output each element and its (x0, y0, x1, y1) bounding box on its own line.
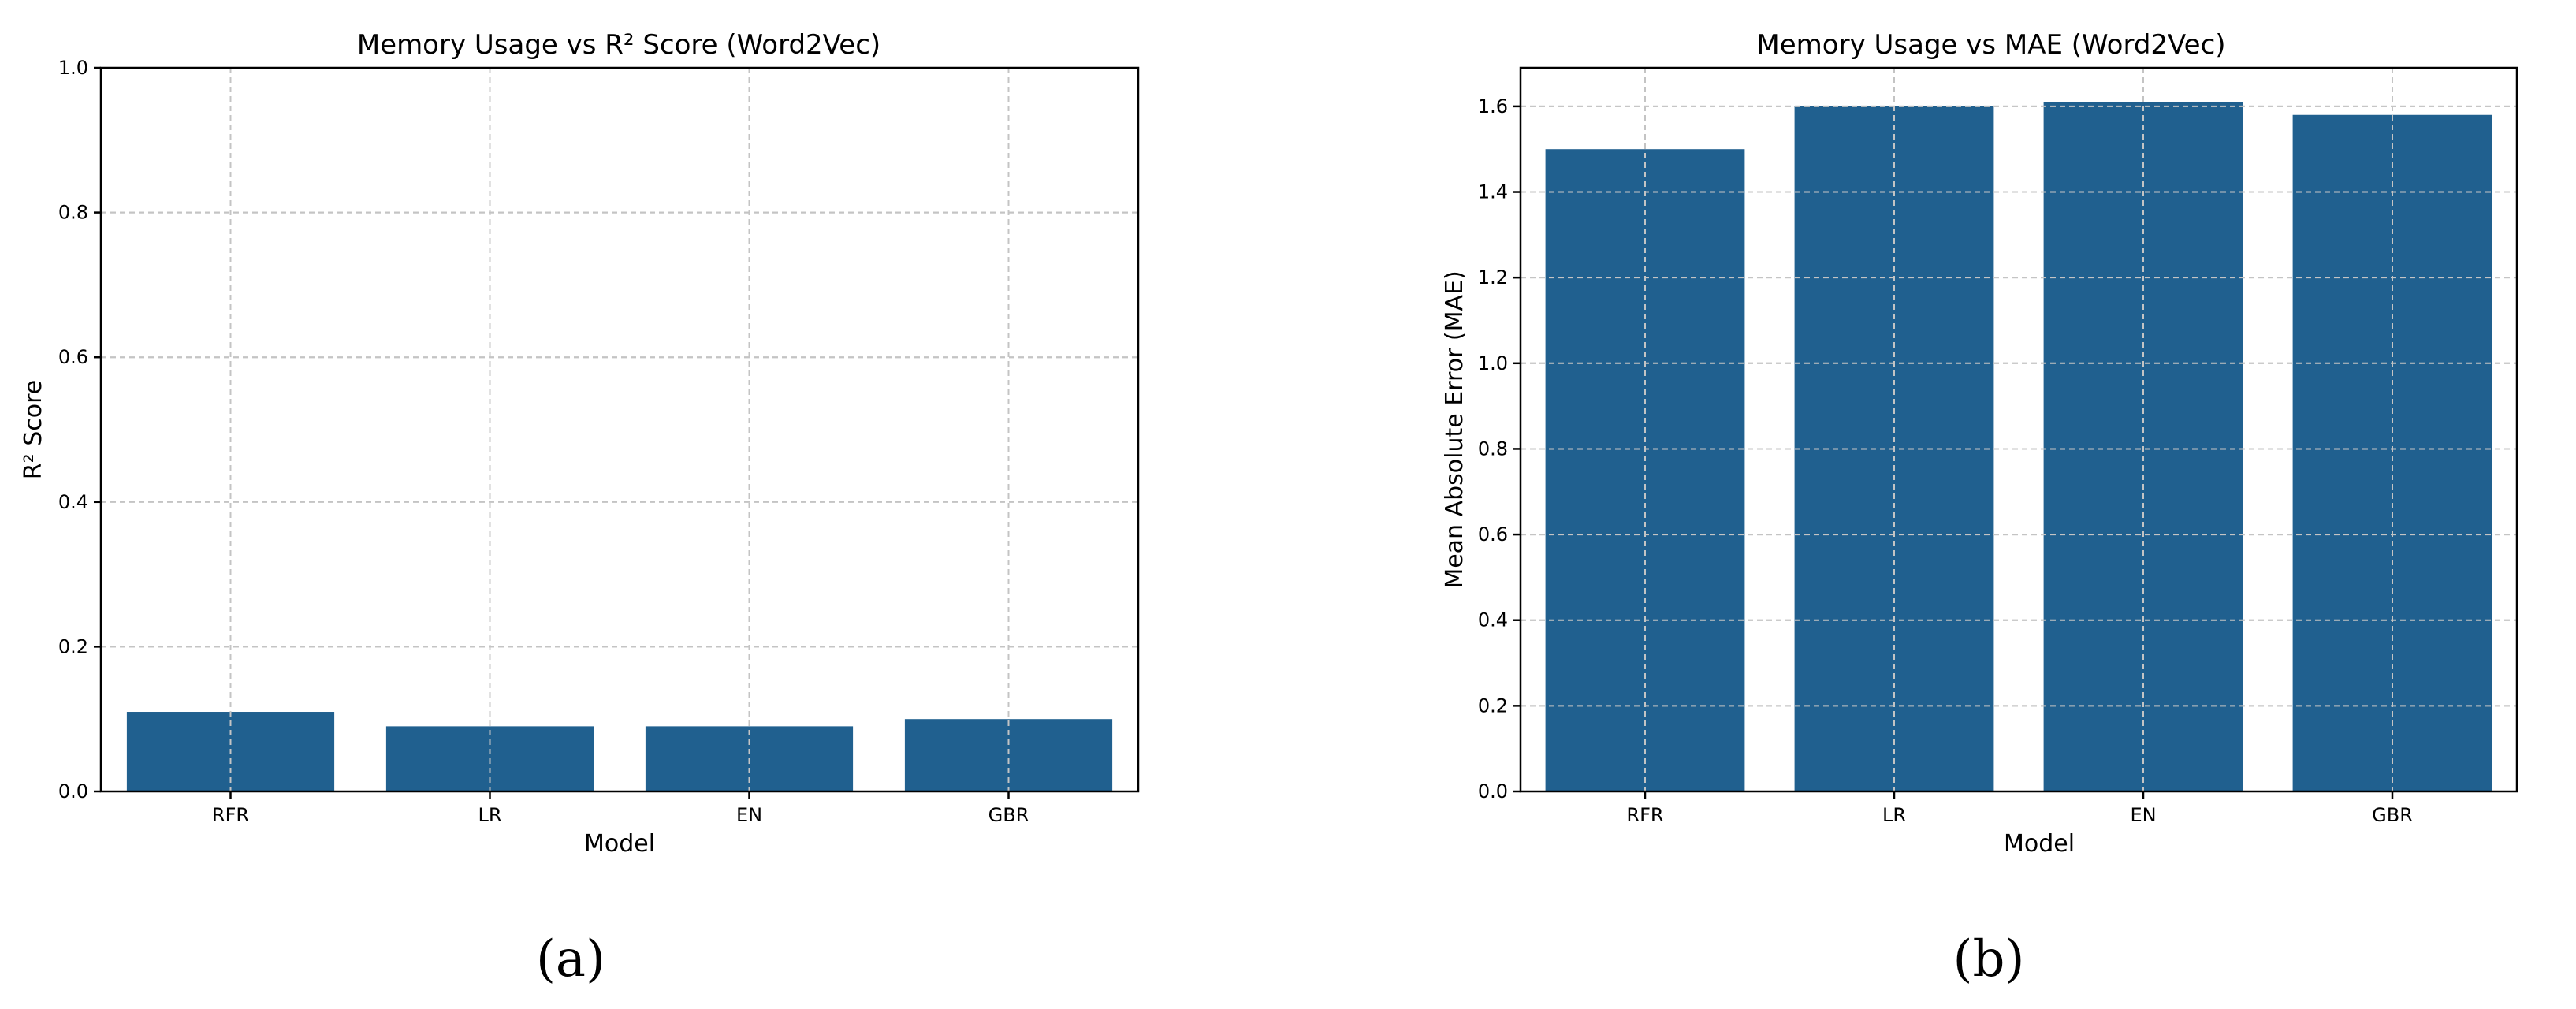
y-ticks: 0.0 0.2 0.4 0.6 0.8 1.0 1.2 1.4 1.6 (1478, 95, 1521, 802)
y-tick-label: 1.2 (1478, 266, 1508, 289)
x-tick-label: LR (1882, 804, 1906, 826)
chart-title: Memory Usage vs R² Score (Word2Vec) (357, 29, 880, 61)
y-tick-label: 1.0 (58, 57, 88, 79)
y-axis-label: R² Score (20, 380, 47, 479)
y-tick-label: 0.2 (58, 635, 88, 657)
y-tick-label: 1.0 (1478, 352, 1508, 374)
y-tick-label: 1.6 (1478, 95, 1508, 117)
x-axis-label: Model (584, 830, 655, 858)
gridlines (101, 67, 1138, 792)
y-tick-label: 0.2 (1478, 694, 1508, 717)
chart-r2-score: Memory Usage vs R² Score (Word2Vec) 0.00… (20, 29, 1140, 989)
plot-frame (99, 66, 1140, 793)
x-tick-label: EN (2130, 804, 2156, 826)
y-tick-label: 0.6 (58, 346, 88, 368)
y-tick-label: 0.8 (58, 202, 88, 224)
y-tick-label: 1.4 (1478, 181, 1508, 203)
y-ticks: 0.0 0.2 0.4 0.6 0.8 1.0 (58, 57, 101, 802)
subfigure-caption: (a) (536, 930, 605, 989)
x-tick-label: GBR (988, 804, 1029, 826)
y-tick-label: 0.0 (58, 780, 88, 802)
x-tick-label: GBR (2372, 804, 2413, 826)
y-tick-label: 0.4 (58, 491, 88, 513)
x-axis-label: Model (2004, 830, 2075, 858)
x-tick-label: RFR (1626, 804, 1663, 826)
y-tick-label: 0.6 (1478, 523, 1508, 545)
x-ticks: RFR LR EN GBR (212, 791, 1029, 826)
bars (126, 712, 1113, 791)
y-tick-label: 0.0 (1478, 780, 1508, 802)
x-ticks: RFR LR EN GBR (1626, 791, 2413, 826)
y-axis-label: Mean Absolute Error (MAE) (1441, 270, 1469, 588)
y-tick-label: 0.8 (1478, 437, 1508, 460)
bars (1545, 102, 2492, 792)
gridlines-overlay (101, 67, 1138, 792)
subfigure-caption: (b) (1953, 930, 2025, 989)
x-tick-label: RFR (212, 804, 249, 826)
plot-frame (1519, 66, 2518, 793)
x-tick-label: EN (736, 804, 762, 826)
bar-gbr (2292, 114, 2492, 792)
chart-mae: Memory Usage vs MAE (Word2Vec) 0.0 0.2 0.4… (1441, 29, 2518, 989)
chart-title: Memory Usage vs MAE (Word2Vec) (1756, 29, 2225, 61)
y-tick-label: 0.4 (1478, 609, 1508, 631)
x-tick-label: LR (478, 804, 501, 826)
